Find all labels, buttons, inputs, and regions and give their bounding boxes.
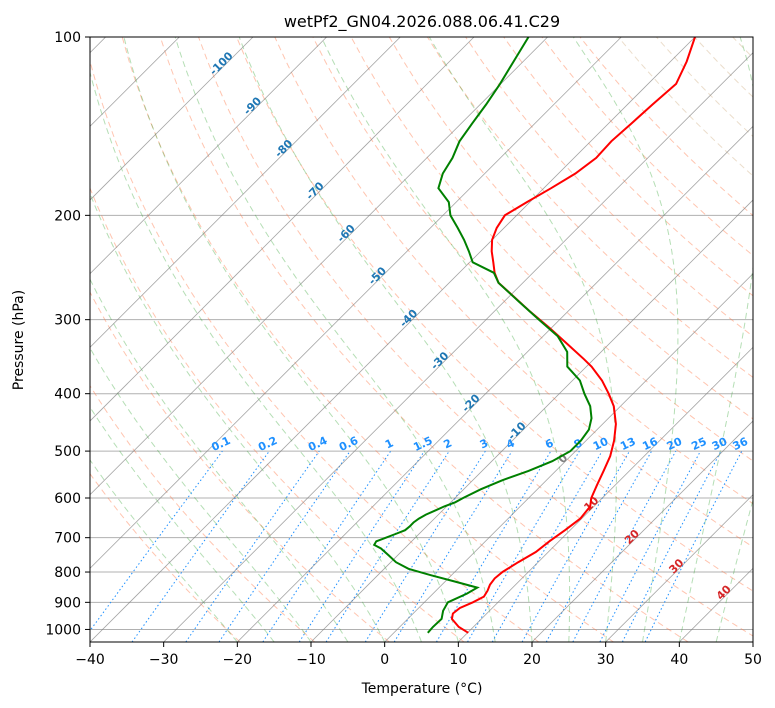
mixing-ratio-line [90, 450, 223, 632]
isotherm-line [90, 37, 254, 201]
mixing-ratio-label: 30 [710, 435, 730, 453]
moist-adiabat [90, 192, 386, 642]
x-tick-label: −40 [75, 652, 105, 668]
y-tick-label: 700 [54, 531, 81, 547]
mixing-ratio-lines [90, 450, 743, 642]
dry-adiabat [388, 37, 753, 420]
isotherm-line [163, 52, 753, 642]
moist-adiabat [715, 497, 753, 642]
dry-adiabat [771, 37, 775, 642]
chart-title: wetPf2_GN04.2026.088.06.41.C29 [284, 12, 560, 32]
isotherm-line [531, 420, 753, 642]
y-tick-label: 800 [54, 565, 81, 581]
y-tick-label: 900 [54, 595, 81, 611]
moist-adiabat [238, 37, 533, 642]
dry-adiabat [426, 37, 753, 378]
x-tick-label: −20 [223, 652, 253, 668]
mixing-ratio-line [298, 450, 425, 642]
x-tick-label: 20 [523, 652, 541, 668]
moist-adiabat [320, 37, 571, 642]
x-tick-label: 50 [744, 652, 762, 668]
dry-adiabat [90, 59, 540, 642]
moist-adiabat [90, 70, 422, 642]
moist-adiabat [123, 37, 459, 642]
mixing-ratio-label: 16 [640, 435, 660, 453]
moist-adiabat [90, 278, 349, 642]
mixing-ratio-line [131, 450, 270, 642]
isotherm-line [458, 346, 753, 642]
dry-adiabat [274, 37, 753, 548]
mixing-ratio-line [644, 450, 743, 642]
y-axis-title: Pressure (hPa) [11, 290, 27, 390]
dewpoint-profile-line [372, 37, 593, 634]
isotherms [90, 37, 753, 642]
mixing-ratio-line [545, 450, 653, 642]
moist-adiabats [90, 37, 753, 642]
isotherm-line [90, 37, 548, 496]
mixing-ratio-line [572, 450, 677, 642]
dry-adiabat [90, 186, 465, 642]
dry-adiabat [236, 37, 753, 592]
x-tick-label: 30 [597, 652, 615, 668]
y-tick-label: 600 [54, 491, 81, 507]
x-tick-label: 10 [449, 652, 467, 668]
mixing-ratio-label: 10 [591, 435, 611, 453]
dry-adiabat [121, 37, 614, 642]
y-tick-label: 1000 [45, 622, 81, 638]
dry-adiabat [312, 37, 753, 505]
mixing-ratio-line [521, 450, 630, 642]
dry-adiabat [350, 37, 753, 462]
x-tick-label: −10 [296, 652, 326, 668]
mixing-ratio-label: 36 [731, 435, 751, 453]
isotherm-line [90, 37, 622, 569]
dry-adiabat [90, 384, 316, 642]
dry-adiabat [159, 37, 689, 642]
isotherm-line [752, 641, 753, 642]
pressure-gridlines [90, 37, 753, 630]
dry-adiabat [465, 37, 753, 338]
mixing-ratio-line [325, 450, 450, 642]
isotherm-line [90, 37, 401, 348]
x-axis: −40 −30 −20 −10 0 10 20 30 40 50 [75, 642, 762, 668]
moist-adiabat [572, 37, 679, 642]
moist-adiabat [90, 459, 238, 642]
x-axis-title: Temperature (°C) [361, 681, 483, 697]
mixing-ratio-line [218, 450, 351, 642]
dry-adiabat [90, 472, 241, 642]
mixing-ratio-label: 20 [665, 435, 685, 453]
y-tick-label: 400 [54, 387, 81, 403]
mixing-ratio-line [262, 450, 392, 642]
mixing-ratio-label: 13 [618, 435, 637, 453]
isotherm-line [605, 494, 753, 642]
plot-frame [89, 36, 754, 643]
isotherm-line [90, 37, 475, 422]
mixing-ratio-line [393, 450, 513, 642]
moist-adiabat [90, 406, 275, 642]
profile-series [372, 37, 696, 634]
isotherm-line [310, 199, 753, 642]
x-tick-label: 0 [380, 652, 389, 668]
dry-adiabat [90, 291, 390, 642]
moist-adiabat [678, 37, 753, 642]
mixing-ratio-line [185, 450, 320, 642]
isotherm-line [384, 273, 753, 642]
y-tick-label: 500 [54, 444, 81, 460]
moist-adiabat [428, 37, 617, 642]
temperature-profile-line [450, 37, 696, 634]
y-axis: 1000 900 800 700 600 500 400 300 200 100 [45, 30, 90, 638]
x-tick-label: 40 [670, 652, 688, 668]
y-tick-label: 200 [54, 208, 81, 224]
dry-adiabat [503, 37, 753, 297]
mixing-ratio-label: 25 [689, 435, 708, 453]
isotherm-line [237, 125, 753, 642]
y-tick-label: 300 [54, 313, 81, 329]
isotherm-line [90, 37, 327, 275]
y-tick-label: 100 [54, 30, 81, 46]
x-tick-label: −30 [149, 652, 179, 668]
plot-background [90, 37, 753, 642]
isotherm-line [90, 37, 696, 642]
moist-adiabat [174, 37, 496, 642]
